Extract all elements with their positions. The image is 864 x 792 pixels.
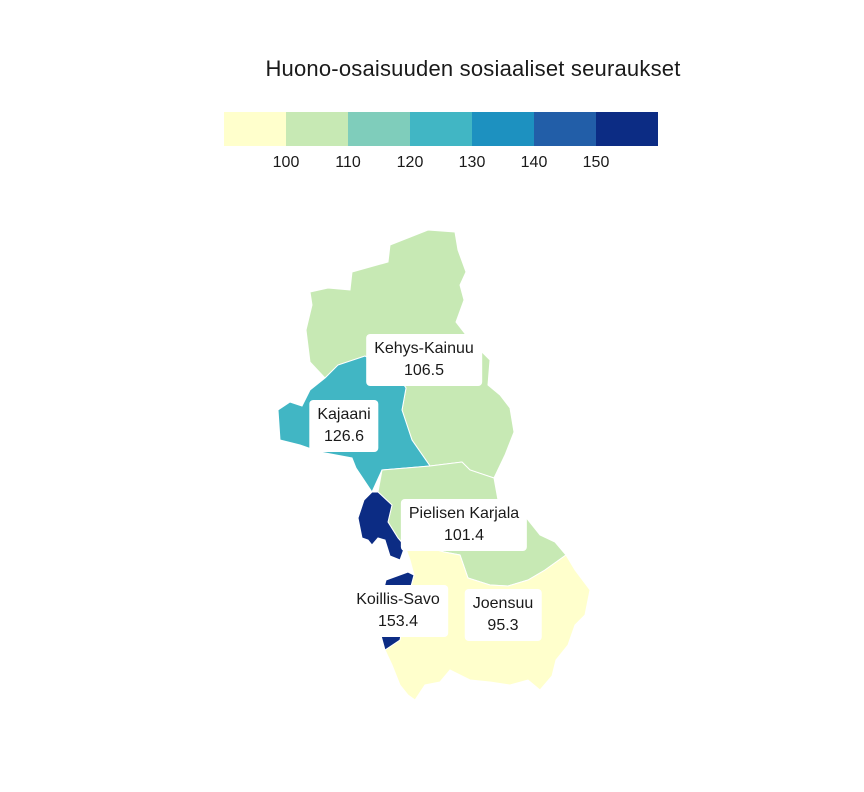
label-kajaani: Kajaani 126.6 — [309, 400, 379, 452]
legend-bin-5 — [534, 112, 596, 146]
legend-bin-4 — [472, 112, 534, 146]
color-legend — [224, 112, 658, 146]
label-joensuu: Joensuu 95.3 — [464, 589, 542, 641]
label-koillis-savo-name: Koillis-Savo — [356, 591, 440, 608]
label-pielisen-karjala: Pielisen Karjala 101.4 — [400, 499, 528, 551]
label-koillis-savo-value: 153.4 — [377, 613, 419, 630]
region-koillis-savo[interactable] — [357, 491, 406, 561]
label-joensuu-name: Joensuu — [472, 595, 534, 612]
legend-bin-3 — [410, 112, 472, 146]
map-title: Huono-osaisuuden sosiaaliset seuraukset — [265, 56, 681, 81]
label-joensuu-value: 95.3 — [487, 617, 519, 634]
label-kajaani-name: Kajaani — [317, 406, 371, 423]
legend-tick-130: 130 — [458, 154, 486, 171]
label-kehys-kainuu: Kehys-Kainuu 106.5 — [366, 334, 482, 386]
legend-tick-140: 140 — [520, 154, 548, 171]
label-kajaani-value: 126.6 — [323, 428, 365, 445]
legend-bin-2 — [348, 112, 410, 146]
legend-bin-0 — [224, 112, 286, 146]
label-koillis-savo: Koillis-Savo 153.4 — [348, 585, 448, 637]
legend-tick-150: 150 — [582, 154, 610, 171]
label-pielisen-karjala-name: Pielisen Karjala — [408, 505, 520, 522]
legend-tick-120: 120 — [396, 154, 424, 171]
legend-tick-100: 100 — [272, 154, 300, 171]
legend-bin-6 — [596, 112, 658, 146]
label-kehys-kainuu-name: Kehys-Kainuu — [374, 340, 474, 357]
legend-bin-1 — [286, 112, 348, 146]
legend-tick-110: 110 — [335, 154, 361, 171]
label-pielisen-karjala-value: 101.4 — [443, 527, 485, 544]
label-kehys-kainuu-value: 106.5 — [403, 362, 445, 379]
